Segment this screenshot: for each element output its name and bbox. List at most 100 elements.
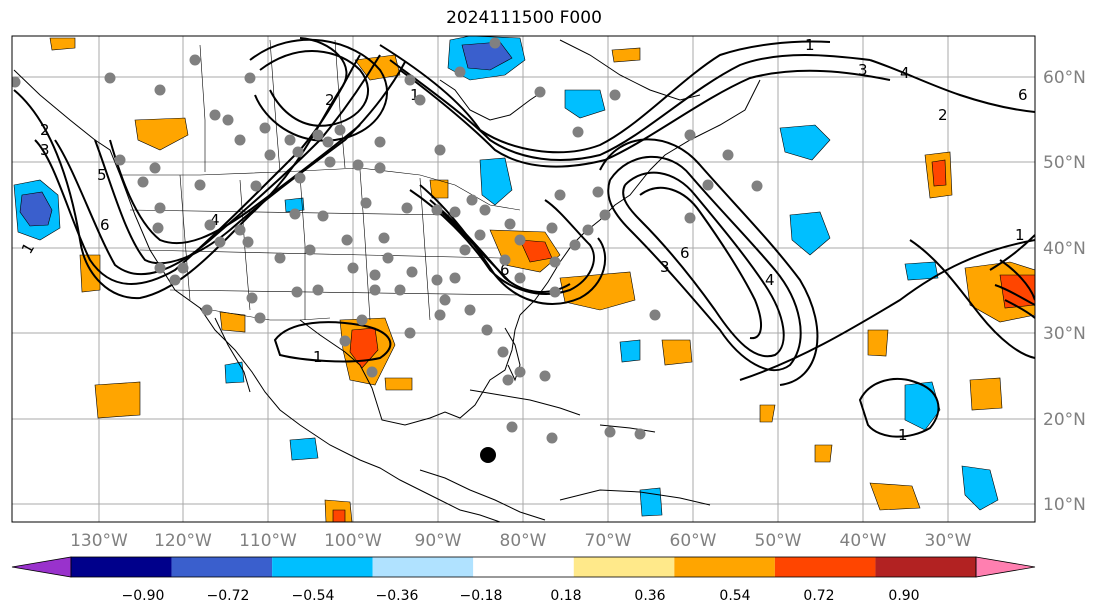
station-dot [154,202,166,214]
cyclone-marker [480,447,496,463]
station-dot [549,256,561,268]
contour-label: 2 [40,121,50,139]
station-dot [582,224,594,236]
contour-label: 6 [680,244,690,262]
contour-label: 6 [500,261,510,279]
station-dot [479,204,491,216]
station-dot [254,312,266,324]
station-dot [449,206,461,218]
station-dot [374,162,386,174]
station-dot [154,84,166,96]
hudson-bay [439,79,546,121]
station-dot [634,428,646,440]
labrador [559,39,701,101]
station-dot [352,159,364,171]
colorbar-label: −0.54 [292,588,335,604]
colorbar-extend-low [11,556,72,578]
central-america [419,469,546,521]
colorbar-segment [573,557,675,577]
station-dot [514,366,526,378]
station-dot [382,252,394,264]
lon-tick-label: 80°W [500,531,547,551]
negative-blob [479,157,513,206]
station-dot [317,210,329,222]
station-dot [592,186,604,198]
contour-label: 1 [805,36,815,54]
colorbar-segment [372,557,474,577]
positive-blob [611,47,641,63]
lat-tick-label: 30°N [1043,324,1086,344]
station-dot [489,37,501,49]
station-dot [341,234,353,246]
contour-label: 1 [313,348,323,366]
colorbar-segment [71,557,172,577]
florida [504,327,521,382]
colorbar-label: 0.54 [719,588,750,604]
negative-blob [789,211,831,256]
station-dot [12,76,21,88]
station-dot [649,309,661,321]
contour-label: 5 [97,166,107,184]
positive-blob [94,381,141,419]
positive-blob [759,404,776,423]
station-dot [539,370,551,382]
station-dot [356,314,368,326]
station-dot [312,284,324,296]
positive-blob [869,482,921,511]
station-dot [414,94,426,106]
contour-label: 3 [660,258,670,276]
contour-label: 1 [898,426,908,444]
station-dot [114,154,126,166]
negative-blob [961,465,999,511]
station-dot [201,304,213,316]
station-dot [702,179,714,191]
positive-blob [49,37,76,51]
station-dot [504,218,516,230]
strong-positive-blob [332,509,346,522]
positive-blob [559,271,636,311]
positive-blob [134,117,189,151]
lon-tick-label: 130°W [70,531,128,551]
station-dot [604,426,616,438]
station-dot [599,209,611,221]
colorbar-segment [272,557,373,577]
station-dot [244,72,256,84]
colorbar: −0.90 −0.72 −0.54 −0.36 −0.18 0.18 0.36 … [11,556,1036,604]
colorbar-segment [774,557,876,577]
contour-label: 6 [1018,86,1028,104]
borders [120,39,521,321]
contour-label: 3 [858,61,868,79]
contour-label: 1 [410,86,420,104]
station-dot [464,304,476,316]
station-dot [149,162,161,174]
station-dot [250,180,262,192]
station-dot [394,284,406,296]
station-dot [234,134,246,146]
lon-tick-labels: 130°W 120°W 110°W 100°W 90°W 80°W 70°W 6… [70,531,972,551]
negative-blob [904,261,939,281]
lon-tick-label: 50°W [755,531,802,551]
station-dot [312,129,324,141]
contour-labels: 1 2 3 5 6 4 2 1 6 1 3 6 4 2 1 3 4 6 1 1 [18,36,1028,444]
station-dot [534,86,546,98]
station-dot [324,156,336,168]
contour-label: 4 [900,64,910,82]
negative-blob [639,487,663,517]
station-dot [459,244,471,256]
coastlines [13,39,761,522]
station-dot [204,219,216,231]
station-dot [369,284,381,296]
positive-blob [384,377,413,391]
station-dot [234,224,246,236]
colorbar-extend-high [975,556,1036,578]
station-dot [366,366,378,378]
station-dot [434,309,446,321]
lat-tick-labels: 60°N 50°N 40°N 30°N 20°N 10°N [1043,68,1086,515]
lat-tick-label: 40°N [1043,239,1086,259]
station-dot [434,144,446,156]
colorbar-labels: −0.90 −0.72 −0.54 −0.36 −0.18 0.18 0.36 … [122,588,920,604]
station-dot [554,189,566,201]
station-dot [154,262,166,274]
contour-label: 1 [1015,226,1025,244]
